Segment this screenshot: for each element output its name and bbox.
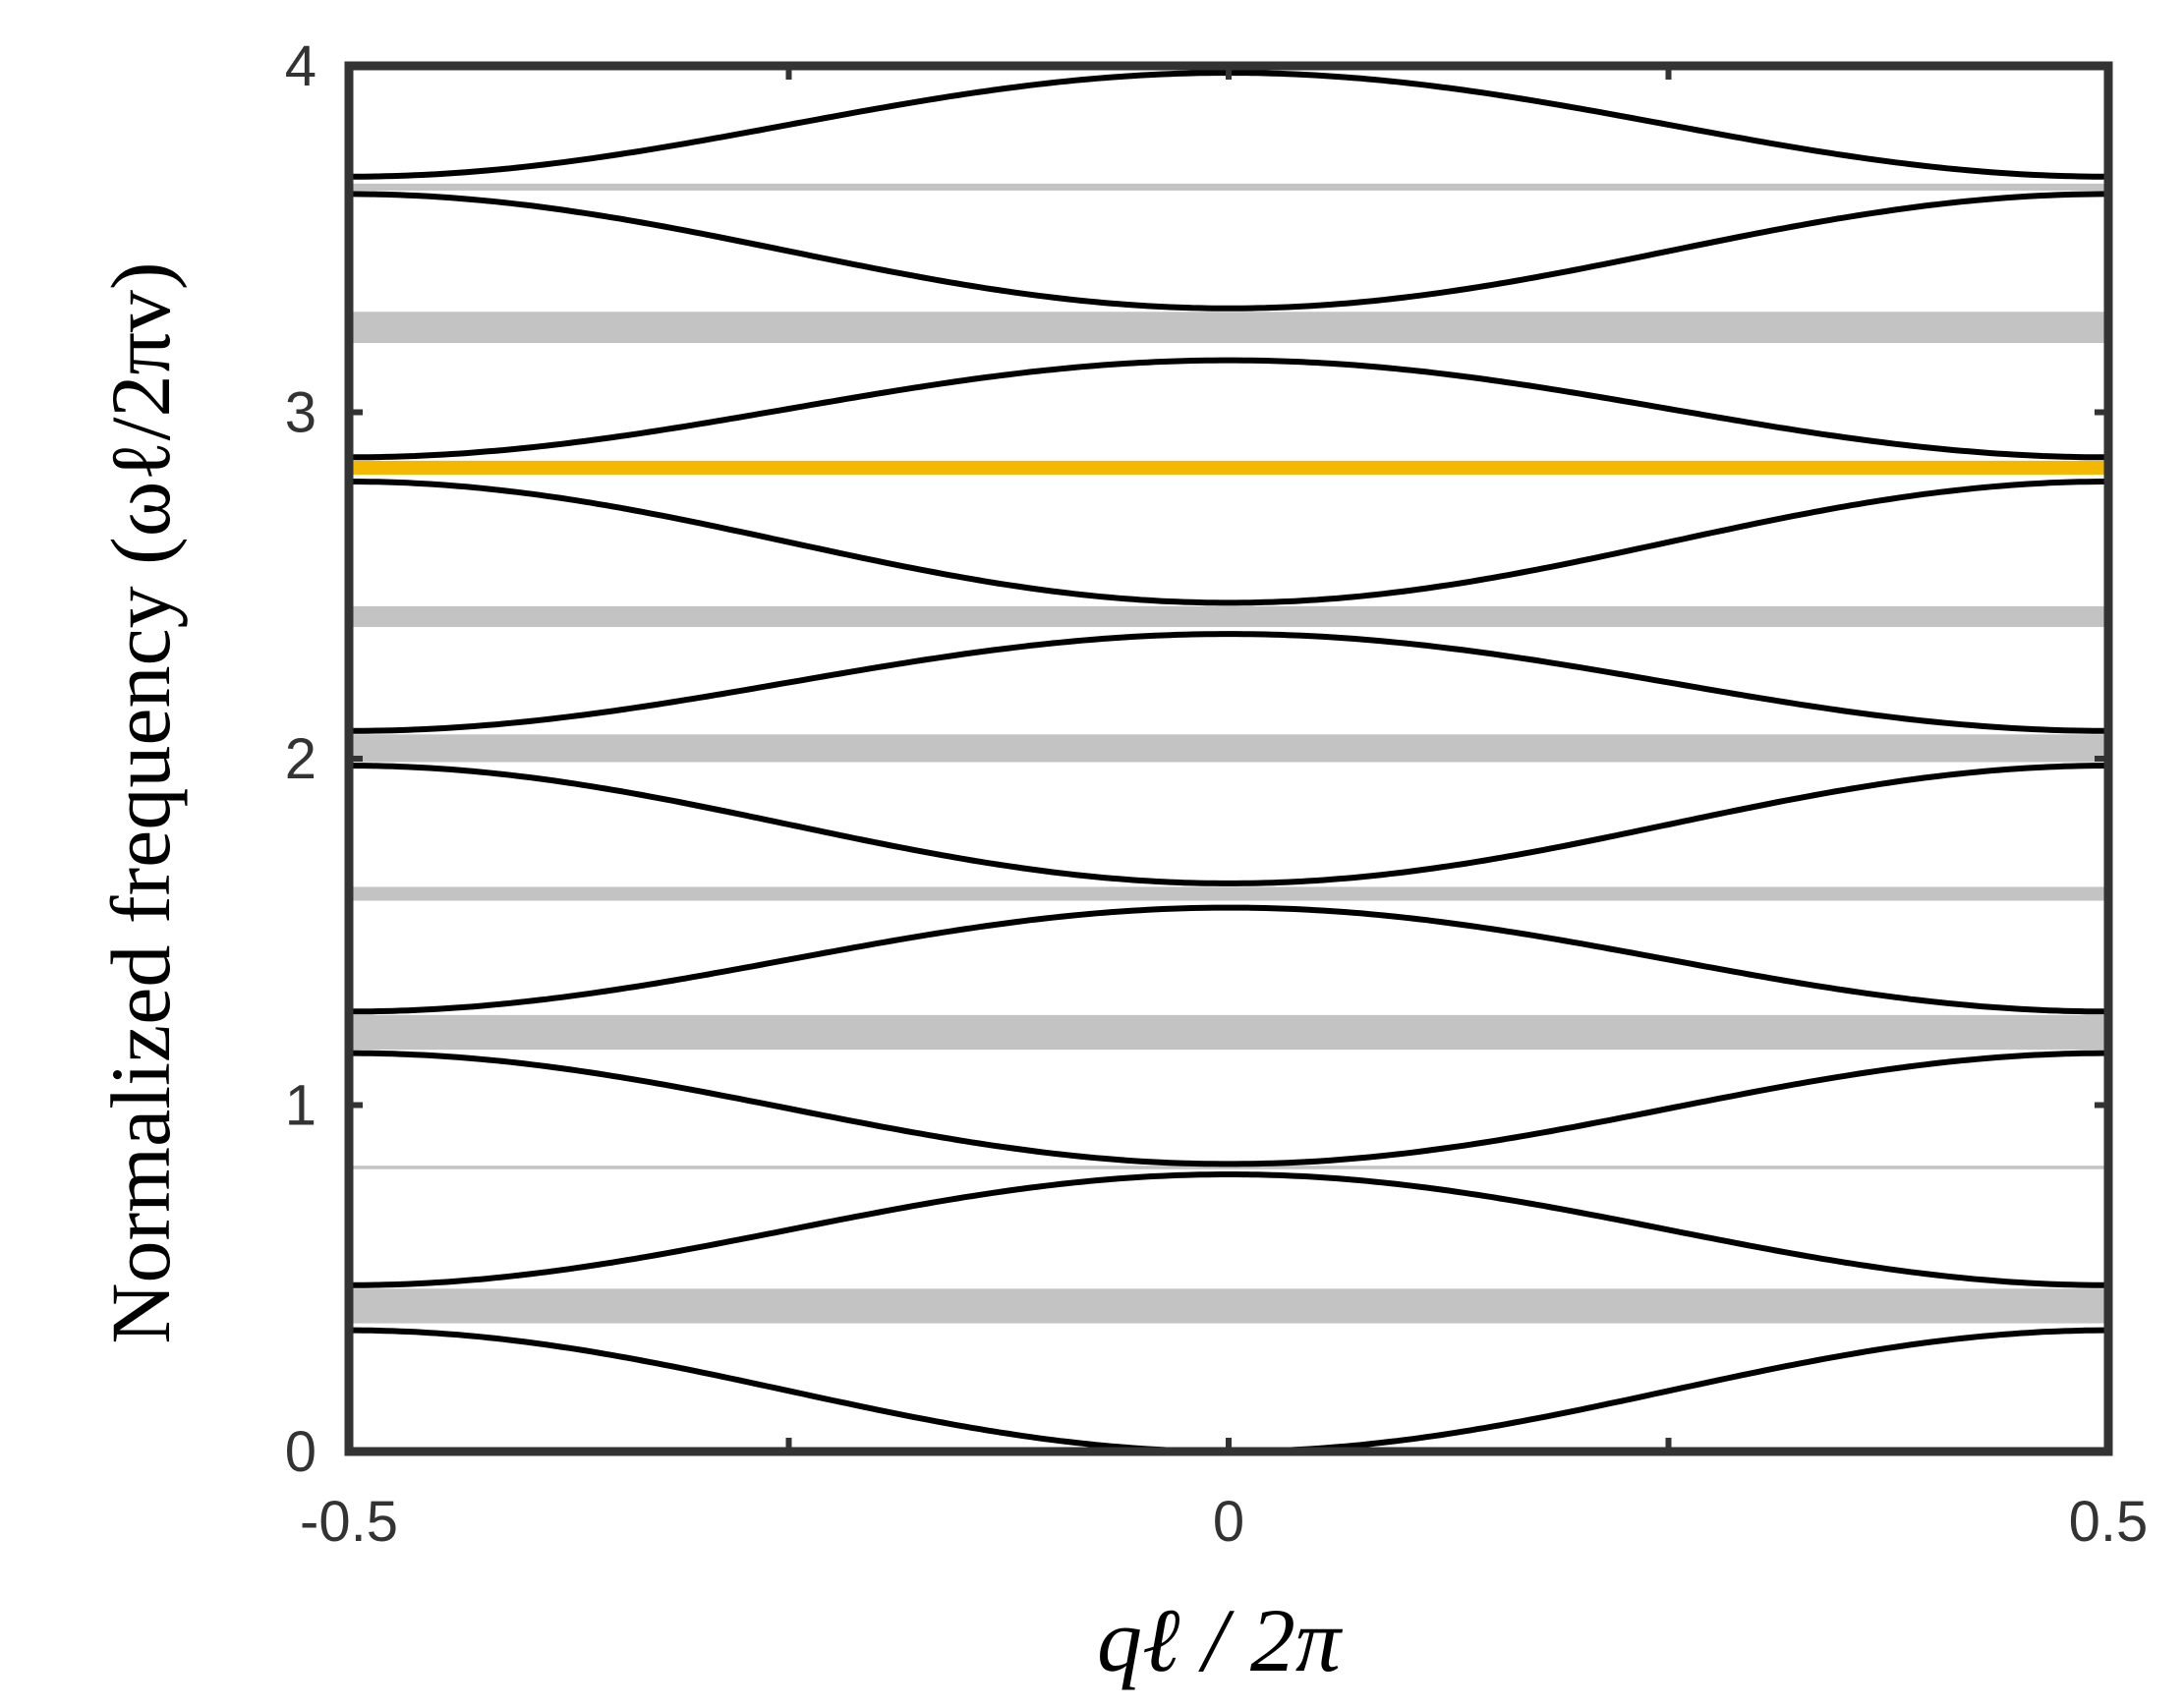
y-tick-label: 2 — [285, 727, 316, 791]
y-tick-labels: 0 1 2 3 4 — [285, 34, 316, 1484]
x-axis-label: qℓ / 2π — [1097, 1590, 1344, 1690]
dispersion-curve-5 — [348, 763, 2109, 886]
dispersion-curve-7 — [349, 479, 2108, 606]
highlight-layer — [349, 460, 2108, 475]
dispersion-curve-10 — [349, 70, 2108, 180]
y-tick-label: 0 — [285, 1420, 316, 1484]
band-gap-6 — [349, 605, 2108, 628]
dispersion-curve-1 — [349, 1327, 2108, 1454]
dispersion-curve-2 — [349, 1171, 2108, 1288]
band-gap-5 — [349, 734, 2108, 763]
band-gap-3 — [349, 1014, 2108, 1051]
band-gap-1 — [349, 1288, 2108, 1324]
y-tick-label: 4 — [285, 34, 316, 98]
band-gap-layer — [349, 183, 2108, 1324]
y-tick-label: 3 — [285, 381, 316, 445]
x-tick-labels: -0.5 0 0.5 — [300, 1490, 2148, 1554]
highlight-band — [349, 460, 2108, 475]
y-axis-label: Normalized frequency (ωℓ/2πv) — [93, 261, 188, 1343]
axis-ticks — [349, 63, 2108, 1454]
x-tick-label: 0 — [1213, 1490, 1244, 1554]
dispersion-curve-9 — [349, 191, 2108, 312]
y-tick-label: 1 — [285, 1074, 316, 1138]
x-tick-label: 0.5 — [2069, 1490, 2149, 1554]
dispersion-curve-8 — [349, 357, 2108, 461]
band-gap-8 — [349, 183, 2108, 191]
dispersion-curve-4 — [349, 904, 2108, 1015]
band-gap-2 — [349, 1166, 2108, 1169]
band-gap-7 — [349, 312, 2108, 343]
band-gap-4 — [349, 886, 2108, 901]
dispersion-curve-6 — [349, 631, 2108, 734]
x-tick-label: -0.5 — [300, 1490, 398, 1554]
dispersion-curve-3 — [349, 1050, 2108, 1167]
